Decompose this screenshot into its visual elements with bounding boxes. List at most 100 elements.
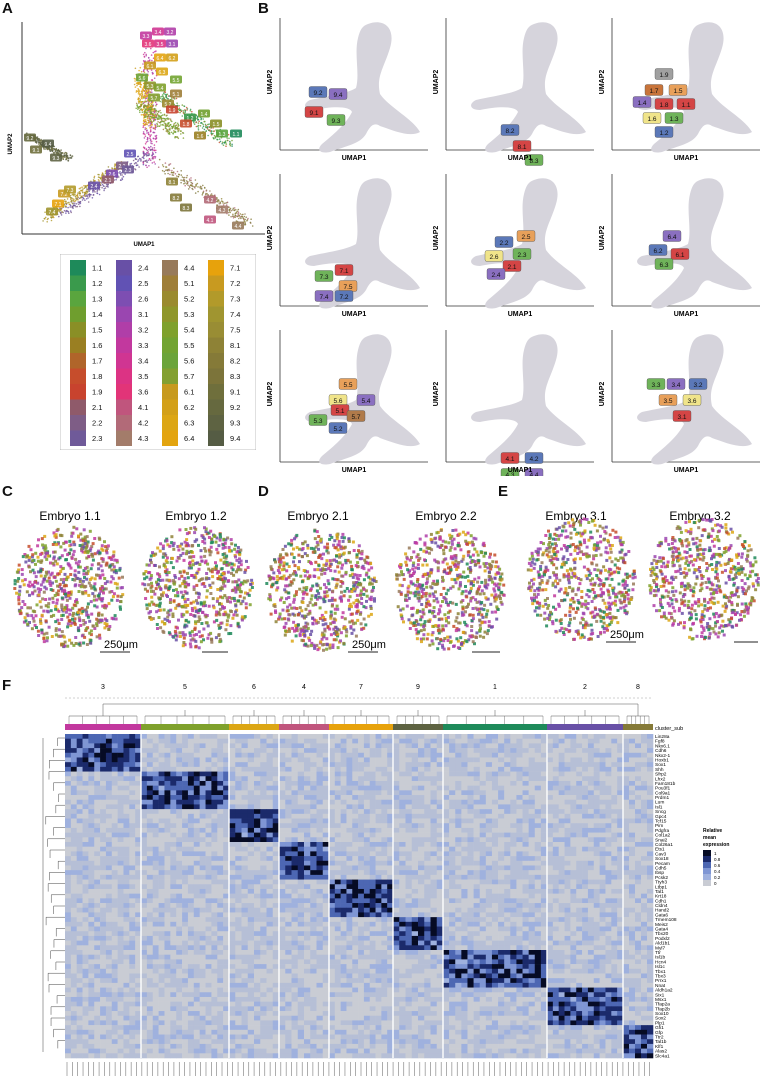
legend-label-9-4: 9.4 [230,434,240,443]
legend-label-1-2: 1.2 [92,279,102,288]
svg-text:UMAP1: UMAP1 [342,467,367,474]
legend-label-5-6: 5.6 [184,357,194,366]
umap-a-xlabel: UMAP1 [133,242,155,248]
umap-b-label-9-3: 9.3 [331,118,340,125]
heatmap-gene-label: Gpc4 [655,814,667,820]
heatmap-gene-label: Snai2 [655,837,668,843]
heatmap-gene-label: Tfap2b [655,1006,670,1012]
heatmap-gene-label: Isl1b [655,955,665,961]
heatmap-gene-label: Ets1 [655,847,665,853]
legend-swatch-5-4 [162,322,178,338]
scale-c: 250μm [104,639,138,651]
umap-a-label-7-3: 7.3 [64,185,76,194]
heatmap-gene-label: Ttr [655,950,661,956]
umap-a-label-4-4: 4.4 [232,221,244,230]
legend-label-3-1: 3.1 [138,310,148,319]
svg-text:8.1: 8.1 [169,180,176,186]
legend-label-2-1: 2.1 [92,403,102,412]
legend-label-3-2: 3.2 [138,326,148,335]
legend-swatch-4-2 [116,415,132,431]
umap-b-label-3-2: 3.2 [693,382,702,389]
umap-a-label-5-6: 5.6 [136,73,148,82]
umap-b-label-4-4: 4.4 [529,472,538,476]
heatmap-gene-label: Tfap2a [655,1002,670,1008]
umap-a-label-3-5: 3.5 [154,39,166,48]
heatmap-gene-label: Tmem108 [655,917,677,923]
svg-text:7.2: 7.2 [61,192,68,198]
heatmap-gene-label: Plp1 [655,1020,665,1026]
heatmap-gene-label: Nnat [655,983,666,989]
svg-text:1.5: 1.5 [213,122,220,128]
umap-a-label-5-7: 5.7 [148,93,160,102]
legend-swatch-3-6 [116,384,132,400]
legend-swatch-1-2 [70,275,86,291]
heatmap-group-1: 1 [493,684,497,691]
legend-label-5-5: 5.5 [184,341,194,350]
legend-swatch-7-5 [208,322,224,338]
legend-label-1-6: 1.6 [92,341,102,350]
umap-b-label-8-1: 8.1 [517,144,526,151]
heatmap-gene-label: Cdh5 [655,865,667,871]
svg-text:1.2: 1.2 [187,116,194,122]
svg-text:UMAP2: UMAP2 [599,226,606,251]
legend-swatch-2-6 [116,291,132,307]
legend-swatch-8-2 [208,353,224,369]
umap-a-label-8-2: 8.2 [170,193,182,202]
svg-text:1.1: 1.1 [233,132,240,138]
umap-b-label-1-9: 1.9 [659,72,668,79]
svg-text:3.5: 3.5 [157,42,164,48]
svg-text:UMAP1: UMAP1 [674,467,699,474]
heatmap-group-8: 8 [636,684,640,691]
legend-swatch-8-3 [208,368,224,384]
umap-b-label-1-4: 1.4 [637,100,646,107]
umap-a-label-3-3: 3.3 [140,31,152,40]
umap-b-subpanel-9: 3.3 3.4 3.2 3.5 3.6 3.1 UMAP1 UMAP2 [599,330,760,474]
cluster-legend: 1.1 1.2 1.3 1.4 1.5 1.6 1.7 1.8 1.9 2.1 2.2 2.3 2.4 2… [60,254,256,450]
umap-b-label-7-1: 7.1 [339,268,348,275]
svg-text:7.3: 7.3 [67,188,74,194]
umap-a-label-1-1: 1.1 [230,129,242,138]
svg-text:UMAP2: UMAP2 [433,382,440,407]
umap-b-label-2-6: 2.6 [489,254,498,261]
panel-a-umap: 3.3 3.4 3.2 3.6 3.5 3.1 6.4 6.2 6.1 6.3 5.65.3 5.5 5… [8,22,265,248]
svg-text:UMAP2: UMAP2 [433,70,440,95]
heatmap-gene-label: Aldh1a2 [655,988,673,994]
heatmap-gene-label: Sox18 [655,856,669,862]
legend-swatch-7-2 [208,275,224,291]
umap-a-label-4-3: 4.3 [216,205,228,214]
legend-label-6-1: 6.1 [184,388,194,397]
heatmap-legend-tick: 0.2 [714,875,721,880]
legend-label-4-2: 4.2 [138,419,148,428]
umap-a-label-5-5: 5.5 [170,75,182,84]
svg-text:1.8: 1.8 [183,122,190,128]
heatmap-group-2: 2 [583,684,587,691]
svg-text:7.1: 7.1 [55,202,62,208]
svg-text:UMAP1: UMAP1 [674,155,699,162]
heatmap-gene-label: Sfrp2 [655,772,667,778]
heatmap-gene-label: Tbx1 [655,969,666,975]
heatmap-gene-label: Ibsp [655,870,664,876]
embryo-3-2-title: Embryo 3.2 [669,509,731,523]
heatmap-legend-tick: 1 [714,851,717,856]
legend-swatch-5-5 [162,337,178,353]
legend-label-4-4: 4.4 [184,264,194,273]
umap-a-label-1-9: 1.9 [166,105,178,114]
svg-text:6.1: 6.1 [147,64,154,70]
legend-swatch-1-5 [70,322,86,338]
svg-text:UMAP1: UMAP1 [342,155,367,162]
umap-b-label-5-3: 5.3 [313,418,322,425]
umap-a-label-6-2: 6.2 [166,53,178,62]
umap-b-label-1-8: 1.8 [659,102,668,109]
legend-swatch-5-7 [162,368,178,384]
panel-letter-c: C [2,483,13,500]
svg-text:4.3: 4.3 [219,208,226,214]
umap-a-label-8-1: 8.1 [166,177,178,186]
embryo-2-1-title: Embryo 2.1 [287,509,349,523]
heatmap-gene-label: Krt18 [655,894,667,900]
legend-label-1-1: 1.1 [92,264,102,273]
heatmap-gene-label: Tbx20 [655,931,669,937]
heatmap-gene-label: Lhx2 [655,776,666,782]
legend-swatch-6-2 [162,399,178,415]
umap-a-cluster-labels: 3.3 3.4 3.2 3.6 3.5 3.1 6.4 6.2 6.1 6.3 5.65.3 5.5 5… [24,27,244,230]
